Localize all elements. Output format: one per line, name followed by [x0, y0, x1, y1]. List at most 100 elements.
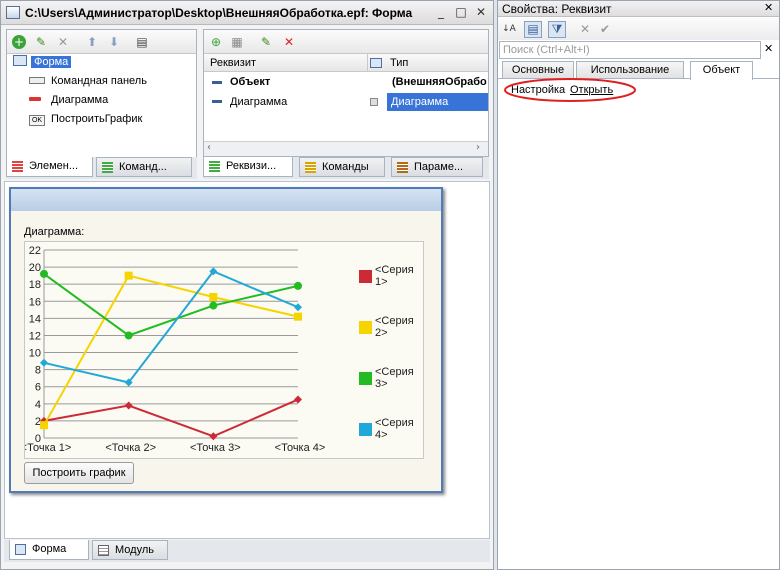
table-row[interactable]: Объект (ВнешняяОбрабо	[204, 74, 488, 92]
add-attribute-icon[interactable]: ⊕	[210, 35, 222, 49]
tab-commands[interactable]: Команд...	[96, 157, 192, 177]
attributes-header: Реквизит Тип	[204, 54, 488, 72]
properties-toolbar: ↓A ▤ ⧩ ✕ ✔	[498, 18, 779, 40]
x-tick-label: <Точка 4>	[275, 442, 326, 454]
tree-item-chart[interactable]: Диаграмма	[29, 92, 108, 108]
legend-label: <Серия	[375, 264, 414, 276]
attribute-icon	[212, 100, 222, 103]
column-header-type[interactable]: Тип	[390, 57, 409, 69]
form-preview-header	[11, 189, 441, 211]
data-point	[294, 395, 302, 404]
maximize-button[interactable]: □	[455, 5, 467, 19]
y-tick-label: 12	[29, 330, 41, 342]
delete-icon[interactable]: ✕	[283, 35, 295, 49]
close-icon[interactable]: ✕	[764, 1, 774, 14]
scroll-left-icon[interactable]: ‹	[207, 142, 211, 153]
y-tick-label: 2	[35, 416, 41, 428]
tab-form-commands[interactable]: Команды	[299, 157, 385, 177]
search-input[interactable]: Поиск (Ctrl+Alt+I)	[499, 41, 761, 59]
module-tab-icon	[98, 545, 109, 556]
sort-az-icon[interactable]: ↓A	[502, 24, 516, 34]
window-title: C:\Users\Администратор\Desktop\ВнешняяОб…	[25, 6, 413, 20]
column-header-attribute[interactable]: Реквизит	[210, 57, 256, 69]
elements-panel: + ✎ ✕ ⬆ ⬇ ▤ Форма Командная панель Диагр…	[6, 29, 197, 179]
data-point	[209, 432, 218, 441]
setting-label: Настройка	[511, 84, 566, 96]
data-point	[124, 401, 133, 410]
chart[interactable]: 0 2 4 6 8 10 12 14 16 18 20 22 <Точка 1> <Точка 2> <То…	[21, 241, 424, 459]
y-tick-label: 6	[35, 382, 41, 394]
legend-label: <Серия	[375, 366, 414, 378]
tab-form[interactable]: Форма	[9, 540, 89, 560]
delete-icon[interactable]: ✕	[57, 35, 69, 49]
attributes-tab-icon	[209, 161, 220, 172]
filter-icon[interactable]: ⧩	[548, 21, 566, 38]
y-tick-label: 20	[29, 262, 41, 274]
tree-item-label: Командная панель	[51, 75, 147, 87]
commands-tab-icon	[102, 162, 113, 173]
series-line	[43, 398, 299, 438]
tab-attributes[interactable]: Реквизи...	[203, 157, 293, 177]
title-bar: C:\Users\Администратор\Desktop\ВнешняяОб…	[1, 1, 493, 25]
command-bar-icon	[29, 77, 45, 84]
highlight-circle	[504, 78, 636, 102]
y-tick-label: 18	[29, 279, 41, 291]
tab-module[interactable]: Модуль	[92, 540, 168, 560]
attribute-icon	[212, 81, 222, 84]
search-placeholder: Поиск (Ctrl+Alt+I)	[503, 44, 590, 56]
add-column-icon[interactable]: ▦	[231, 35, 243, 49]
tab-parameters[interactable]: Параме...	[391, 157, 483, 177]
data-point	[40, 358, 48, 367]
close-button[interactable]: ✕	[475, 5, 487, 19]
series-line	[43, 273, 299, 337]
categories-icon[interactable]: ▤	[524, 21, 542, 38]
data-point	[124, 331, 133, 340]
y-tick-label: 10	[29, 348, 41, 360]
tab-label: Модуль	[115, 544, 154, 556]
tab-usage[interactable]: Использование	[576, 61, 684, 79]
data-point	[124, 378, 133, 387]
open-setting-link[interactable]: Открыть	[570, 84, 614, 96]
commands-tab-icon	[305, 162, 316, 173]
tab-label: Реквизи...	[226, 160, 277, 172]
tree-item-form[interactable]: Форма	[13, 54, 72, 70]
x-tick-label: <Точка 2>	[105, 442, 156, 454]
build-chart-button[interactable]: Построить график	[24, 462, 134, 484]
elements-toolbar: + ✎ ✕ ⬆ ⬇ ▤	[7, 30, 196, 54]
checkbox-icon[interactable]	[370, 98, 378, 106]
clear-search-icon[interactable]: ✕	[764, 42, 774, 55]
more-actions-icon[interactable]: ▤	[136, 35, 148, 49]
apply-icon[interactable]: ✔	[599, 22, 611, 36]
add-icon[interactable]: +	[12, 35, 26, 49]
properties-title: Свойства: Реквизит	[502, 2, 612, 16]
tree-item-label: ПостроитьГрафик	[51, 113, 143, 125]
scroll-right-icon[interactable]: ›	[476, 142, 480, 153]
horizontal-scrollbar[interactable]: ‹ ›	[204, 141, 488, 156]
edit-pencil-icon[interactable]: ✎	[35, 35, 47, 49]
table-icon	[370, 58, 382, 68]
button-ok-icon: OK	[29, 115, 45, 126]
attribute-type-selected[interactable]: Диаграмма	[387, 93, 488, 111]
edit-pencil-icon[interactable]: ✎	[260, 35, 272, 49]
window-form-icon	[6, 6, 20, 19]
chart-svg: 0 2 4 6 8 10 12 14 16 18 20 22 <Точка 1> <Точка 2> <То…	[21, 245, 414, 454]
tab-label: Элемен...	[29, 160, 79, 172]
tree-item-command-bar[interactable]: Командная панель	[29, 73, 147, 89]
legend-label: 2>	[375, 327, 388, 339]
minimize-button[interactable]: _	[438, 5, 444, 19]
elements-tabbar: Элемен... Команд...	[6, 157, 197, 179]
data-point	[294, 303, 302, 312]
tab-label: Команды	[322, 161, 369, 173]
tab-elements[interactable]: Элемен...	[6, 157, 93, 177]
tree-item-build-chart-button[interactable]: OK ПостроитьГрафик	[29, 111, 142, 127]
data-point	[294, 312, 302, 321]
properties-tabbar: Основные Использование Объект	[498, 61, 779, 80]
table-row[interactable]: Диаграмма Диаграмма	[204, 93, 488, 111]
legend-label: 1>	[375, 276, 388, 288]
move-up-icon[interactable]: ⬆	[86, 35, 98, 49]
attribute-name: Объект	[230, 76, 271, 88]
tab-object[interactable]: Объект	[690, 61, 753, 80]
clear-icon[interactable]: ✕	[579, 22, 591, 36]
move-down-icon[interactable]: ⬇	[108, 35, 120, 49]
tab-general[interactable]: Основные	[502, 61, 574, 79]
